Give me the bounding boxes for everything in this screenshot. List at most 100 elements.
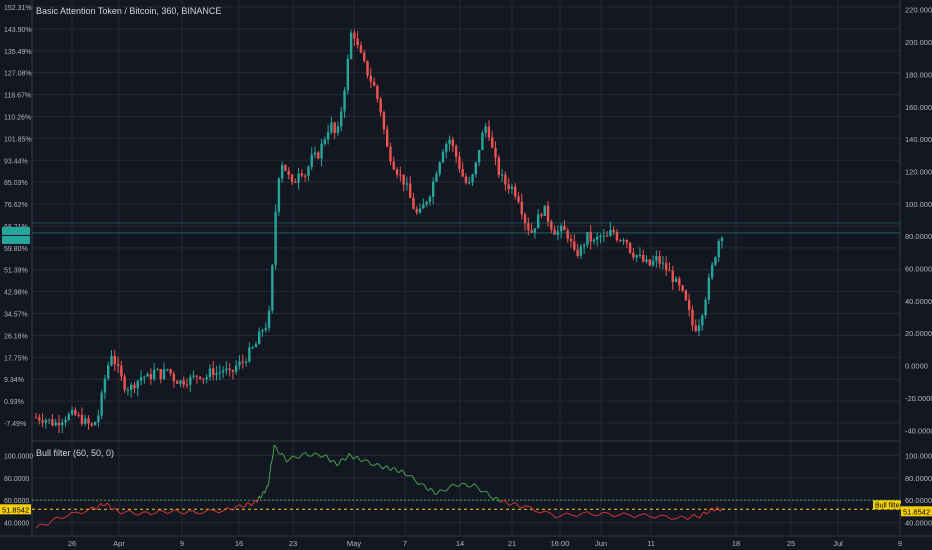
candle-body bbox=[392, 161, 395, 170]
candle-body bbox=[458, 156, 461, 170]
candle-body bbox=[323, 139, 327, 144]
bull-filter-line bbox=[681, 515, 685, 518]
bull-filter-line bbox=[261, 492, 264, 498]
candle-body bbox=[41, 420, 44, 423]
candle-body bbox=[303, 175, 307, 177]
candle-body bbox=[710, 264, 714, 278]
bull-filter-line bbox=[353, 456, 356, 460]
candle-body bbox=[687, 300, 691, 310]
left-axis-tick: 118.67% bbox=[4, 93, 31, 100]
right-axis-tick: 180.0000 bbox=[905, 70, 932, 79]
bull-filter-line bbox=[289, 455, 294, 460]
bull-filter-line bbox=[474, 483, 479, 488]
candle-body bbox=[267, 310, 271, 329]
bull-filter-line bbox=[449, 483, 453, 488]
candle-body bbox=[484, 126, 487, 133]
candle-body bbox=[228, 368, 231, 370]
candle-body bbox=[156, 369, 159, 371]
bull-filter-line bbox=[357, 456, 361, 461]
candle-body bbox=[333, 122, 336, 134]
x-axis-tick: May bbox=[347, 539, 361, 548]
bull-filter-line bbox=[511, 502, 516, 505]
bull-filter-line bbox=[644, 513, 651, 518]
candle-body bbox=[474, 162, 478, 175]
candle-body bbox=[179, 380, 182, 384]
candle-body bbox=[527, 223, 530, 231]
ind-right-value: 51.8542 bbox=[903, 507, 930, 516]
candle-body bbox=[431, 181, 435, 197]
last-price-marker-2 bbox=[2, 235, 30, 244]
candle-body bbox=[481, 132, 484, 150]
candle-body bbox=[215, 373, 218, 376]
candle-body bbox=[507, 184, 510, 190]
x-axis-tick: 25 bbox=[787, 539, 795, 548]
right-axis-tick: 140.0000 bbox=[905, 135, 932, 144]
bull-filter-line bbox=[298, 453, 303, 459]
bull-filter-line bbox=[501, 499, 505, 503]
candle-body bbox=[57, 422, 61, 426]
bull-filter-line bbox=[184, 510, 189, 515]
bull-filter-line bbox=[98, 503, 102, 506]
bull-filter-line bbox=[40, 523, 45, 526]
bull-filter-line bbox=[712, 508, 715, 512]
bull-filter-line bbox=[108, 504, 112, 510]
bull-filter-line bbox=[359, 459, 363, 463]
candle-body bbox=[461, 169, 464, 177]
bull-filter-line bbox=[439, 489, 444, 491]
candle-body bbox=[313, 152, 317, 155]
bull-filter-line bbox=[175, 509, 181, 514]
ind-right-tick: 40.0000 bbox=[905, 519, 932, 528]
candle-body bbox=[684, 290, 688, 301]
bull-filter-line bbox=[665, 515, 672, 520]
candle-body bbox=[110, 356, 113, 366]
candle-body bbox=[596, 236, 599, 240]
bull-filter-line bbox=[159, 509, 164, 512]
candle-body bbox=[504, 174, 507, 185]
candle-body bbox=[100, 392, 103, 416]
candle-body bbox=[438, 162, 441, 175]
bull-filter-line bbox=[94, 508, 97, 510]
candle-body bbox=[208, 368, 212, 378]
candle-body bbox=[133, 384, 136, 389]
candle-body bbox=[126, 389, 130, 391]
left-axis-tick: 135.49% bbox=[4, 49, 32, 56]
left-axis-tick: 34.57% bbox=[4, 312, 28, 319]
candle-body bbox=[655, 256, 658, 261]
candle-body bbox=[317, 152, 320, 159]
x-axis-tick: 7 bbox=[403, 539, 407, 548]
bull-filter-line bbox=[426, 488, 429, 491]
bull-filter-line bbox=[380, 465, 384, 470]
candle-body bbox=[668, 270, 671, 272]
left-axis-tick: 101.85% bbox=[4, 136, 32, 143]
candle-body bbox=[47, 419, 51, 421]
bull-filter-line bbox=[374, 463, 378, 466]
candle-body bbox=[599, 235, 602, 237]
last-price-marker bbox=[2, 226, 30, 235]
bull-filter-line bbox=[272, 445, 275, 456]
bull-filter-line bbox=[265, 485, 268, 491]
candle-body bbox=[280, 164, 284, 179]
x-axis-tick: Jul bbox=[833, 539, 843, 548]
ind-right-tick: 80.0000 bbox=[905, 474, 932, 483]
bull-filter-line bbox=[687, 516, 691, 520]
bull-filter-line bbox=[305, 452, 309, 457]
candle-body bbox=[487, 126, 491, 138]
bull-filter-line bbox=[618, 512, 625, 516]
candle-body bbox=[87, 418, 90, 424]
bull-filter-line bbox=[708, 508, 711, 513]
candle-body bbox=[536, 214, 540, 229]
candle-body bbox=[159, 369, 162, 379]
bull-filter-line bbox=[252, 499, 256, 504]
bull-filter-line bbox=[348, 452, 352, 457]
candle-body bbox=[628, 242, 632, 253]
bull-filter-line bbox=[675, 515, 682, 520]
candle-body bbox=[543, 205, 546, 216]
bull-filter-line bbox=[106, 502, 110, 506]
candle-body bbox=[619, 240, 622, 242]
left-axis-tick: -7.49% bbox=[4, 421, 26, 428]
ind-left-tick: 60.0000 bbox=[4, 498, 29, 505]
bull-filter-line bbox=[52, 516, 58, 520]
bull-filter-line bbox=[256, 498, 259, 503]
bull-filter-line bbox=[684, 516, 688, 520]
